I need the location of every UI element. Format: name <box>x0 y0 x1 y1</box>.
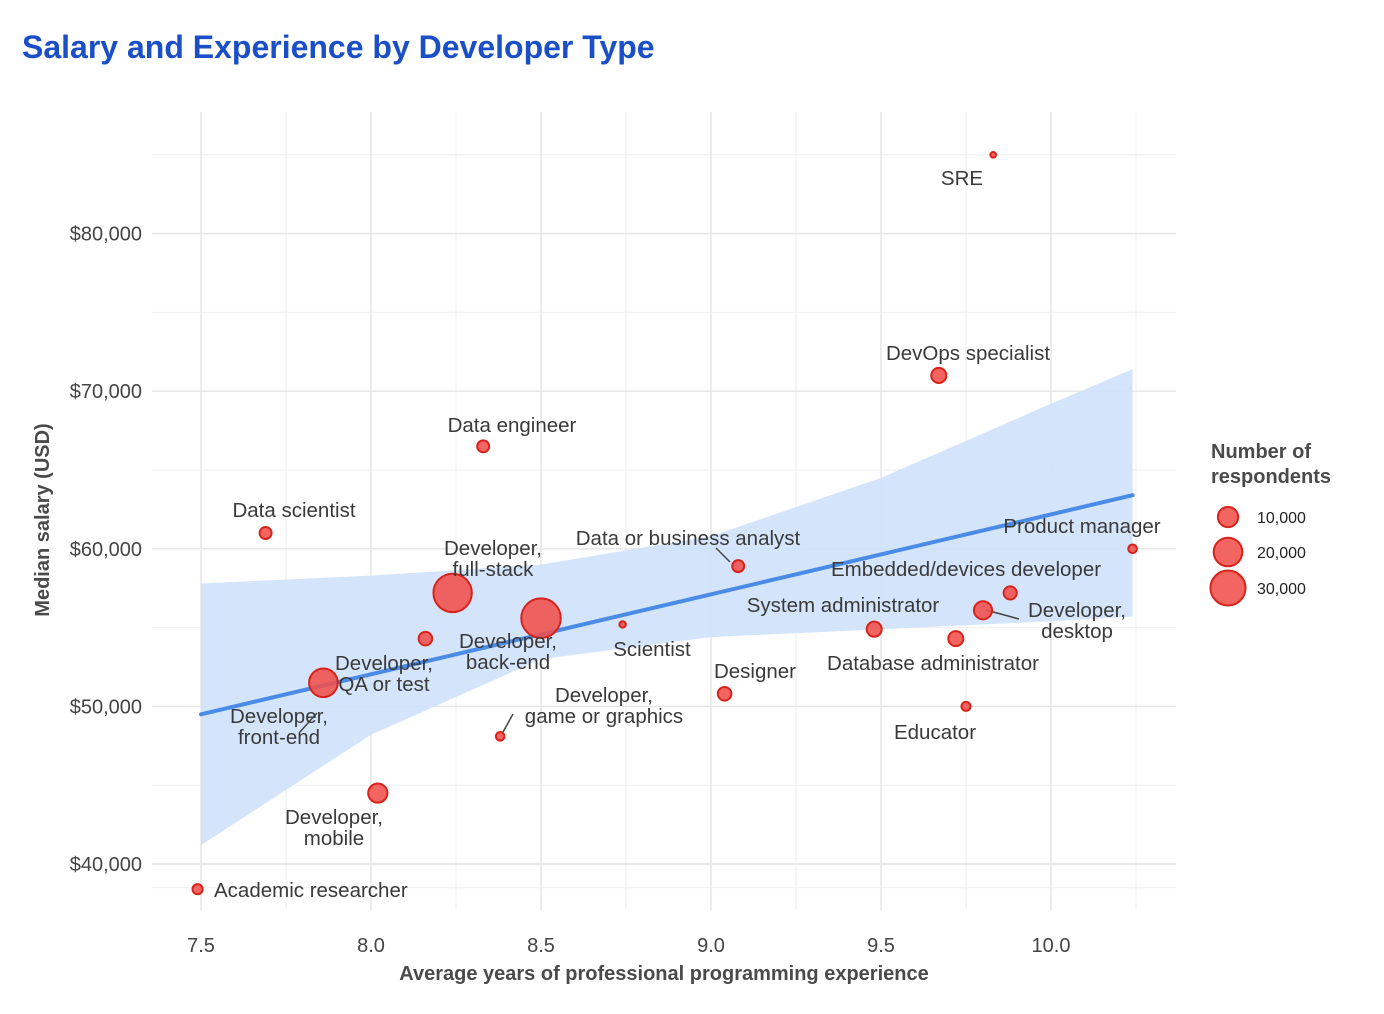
x-tick-label: 10.0 <box>1032 935 1071 957</box>
x-tick-label: 8.0 <box>357 935 385 957</box>
legend-key <box>1212 536 1244 568</box>
point <box>731 559 746 574</box>
point-label: Embedded/devices developer <box>831 558 1101 581</box>
legend-key <box>1209 569 1247 607</box>
point <box>947 630 965 648</box>
point-label: Developer, QA or test <box>335 652 433 696</box>
point-label: Database administrator <box>827 652 1039 675</box>
x-tick-label: 9.0 <box>697 935 725 957</box>
x-tick-label: 9.5 <box>867 935 895 957</box>
point-label: Product manager <box>1003 515 1160 538</box>
point <box>930 366 948 384</box>
point-label: Data scientist <box>232 499 355 522</box>
point-label: Developer, game or graphics <box>525 684 683 728</box>
y-tick-label: $70,000 <box>70 381 142 403</box>
point <box>618 620 627 629</box>
legend-title: Number of respondents <box>1211 441 1331 488</box>
point <box>960 700 972 712</box>
confidence-band-layer <box>201 369 1133 846</box>
x-axis-label: Average years of professional programmin… <box>399 963 928 985</box>
size-legend: Number of respondents 10,000 20,000 30,000 <box>1209 441 1331 607</box>
point-label: Scientist <box>613 638 691 661</box>
point-labels: Academic researcher Data scientist Develop… <box>214 167 1161 902</box>
point-label: Developer, front-end <box>230 705 328 749</box>
point-label: Developer, mobile <box>285 806 383 850</box>
point <box>972 600 994 621</box>
point-label: DevOps specialist <box>886 342 1050 365</box>
leader-line <box>298 712 318 734</box>
data-points <box>191 150 1138 896</box>
point <box>308 667 339 699</box>
point <box>417 630 434 647</box>
point <box>716 686 733 702</box>
point-label: Educator <box>894 721 976 744</box>
x-tick-label: 7.5 <box>187 935 215 957</box>
point-label: SRE <box>941 167 983 190</box>
point <box>432 572 473 614</box>
point <box>191 883 204 896</box>
point <box>989 150 998 159</box>
y-tick-label: $60,000 <box>70 539 142 561</box>
point <box>494 731 506 742</box>
chart-title: Salary and Experience by Developer Type <box>22 29 655 65</box>
point-label: Developer, full-stack <box>444 537 542 581</box>
y-tick-label: $80,000 <box>70 224 142 246</box>
trend-line <box>199 493 1135 717</box>
legend-label: 30,000 <box>1257 581 1306 598</box>
point <box>1127 543 1138 555</box>
point-label: Academic researcher <box>214 879 408 902</box>
legend-key <box>1216 505 1240 529</box>
point <box>1002 585 1018 601</box>
point <box>865 620 883 638</box>
y-axis-label: Median salary (USD) <box>32 423 54 616</box>
legend-label: 10,000 <box>1257 510 1306 527</box>
legend-label: 20,000 <box>1257 545 1306 562</box>
y-tick-label: $40,000 <box>70 854 142 876</box>
point-label: Developer, desktop <box>1028 599 1126 643</box>
point-label: Developer, back-end <box>459 630 557 674</box>
trend-line-layer <box>199 493 1135 717</box>
axis-ticks: 7.5 8.0 8.5 9.0 9.5 10.0 $40,000 $50,000 $60,000… <box>70 224 1071 957</box>
point <box>367 782 389 804</box>
x-tick-label: 8.5 <box>527 935 555 957</box>
point <box>520 597 562 639</box>
leader-line <box>502 713 514 733</box>
point-label: Data engineer <box>448 414 577 437</box>
y-tick-label: $50,000 <box>70 696 142 718</box>
leader-line <box>715 547 731 563</box>
point <box>476 439 491 454</box>
point-label: Data or business analyst <box>576 527 801 550</box>
point-label: System administrator <box>747 594 940 617</box>
point-label: Designer <box>714 660 796 683</box>
confidence-band <box>201 369 1133 846</box>
point <box>258 526 273 541</box>
